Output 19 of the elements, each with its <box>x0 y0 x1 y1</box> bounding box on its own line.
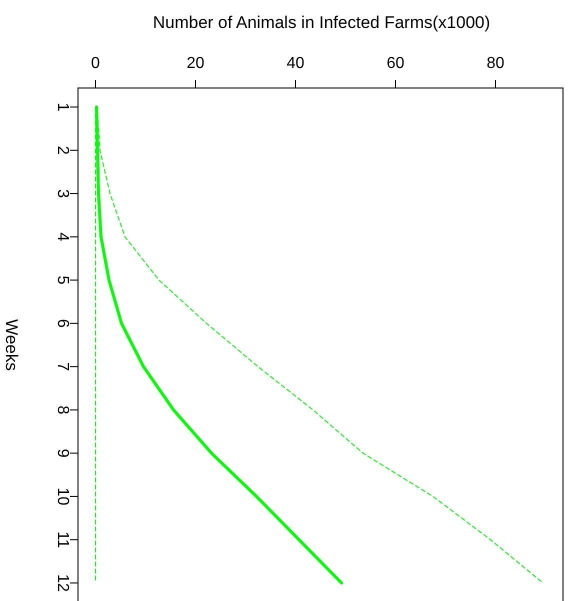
y-tick-label: 8 <box>54 405 71 414</box>
y-tick-label: 6 <box>54 318 71 328</box>
x-tick-label: 60 <box>386 55 404 72</box>
y-tick-label: 1 <box>54 102 71 112</box>
x-tick-label: 80 <box>486 55 504 72</box>
y-axis-title: Weeks <box>2 319 21 371</box>
x-axis-title: Number of Animals in Infected Farms(x1000) <box>152 13 490 32</box>
x-tick-label: 0 <box>91 55 100 72</box>
y-tick-label: 10 <box>54 488 71 506</box>
y-tick-label: 12 <box>54 574 71 592</box>
y-tick-label: 3 <box>54 189 71 198</box>
y-tick-label: 9 <box>54 448 71 458</box>
y-tick-label: 4 <box>54 232 71 242</box>
y-tick-label: 7 <box>54 362 71 372</box>
x-tick-label: 20 <box>186 55 204 72</box>
y-tick-label: 5 <box>54 276 71 285</box>
y-tick-label: 2 <box>54 146 71 155</box>
y-tick-label: 11 <box>54 531 71 548</box>
x-tick-label: 40 <box>286 55 304 72</box>
